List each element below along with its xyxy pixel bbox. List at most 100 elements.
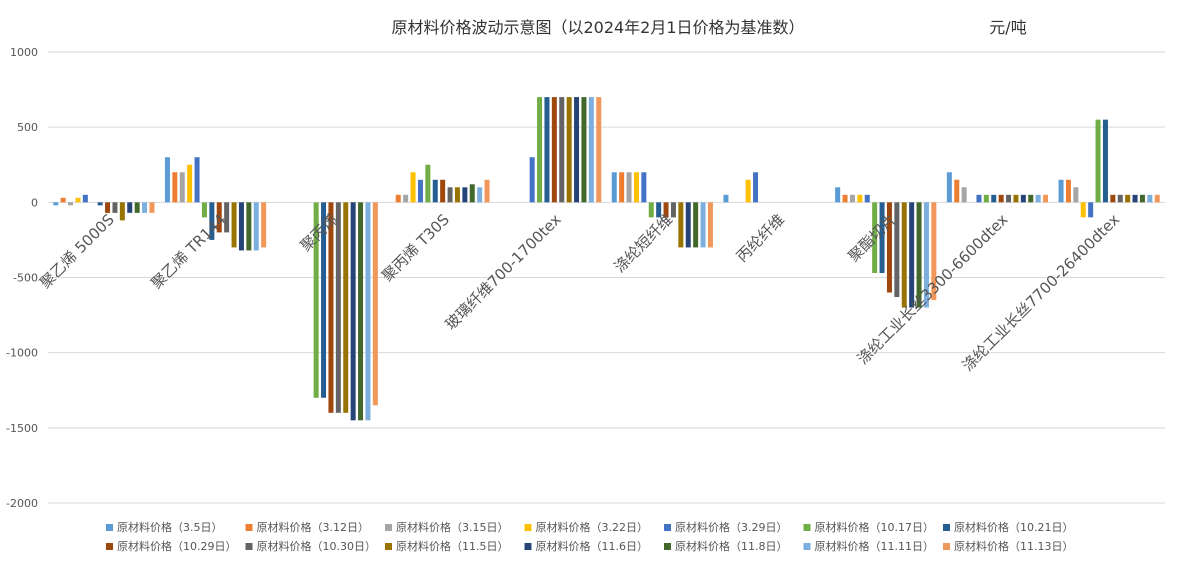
bar	[596, 97, 602, 203]
bar	[1020, 194, 1026, 203]
bar	[1117, 194, 1123, 203]
bar	[60, 197, 66, 203]
bar	[246, 202, 252, 251]
bar	[1065, 179, 1071, 203]
bar	[105, 202, 111, 213]
y-tick-label: -2000	[6, 497, 38, 510]
category-label: 聚乙烯 5000S	[36, 210, 118, 292]
legend-swatch	[943, 524, 950, 531]
bar	[142, 202, 148, 213]
bar	[440, 179, 446, 203]
bar	[447, 187, 453, 203]
bar	[238, 202, 244, 251]
bar	[1073, 187, 1079, 203]
bar	[53, 202, 59, 206]
bar	[358, 202, 364, 421]
legend-swatch	[106, 524, 113, 531]
bar	[1147, 194, 1153, 203]
bar	[1132, 194, 1138, 203]
bar	[1006, 194, 1012, 203]
bar	[410, 172, 416, 203]
bar	[1095, 119, 1101, 203]
bar	[187, 164, 193, 203]
bar	[253, 202, 259, 251]
y-tick-label: 500	[17, 121, 38, 134]
legend-swatch	[245, 524, 253, 531]
category-labels: 聚乙烯 5000S 聚乙烯 TR144 聚丙烯 聚丙烯 T30S玻璃纤维700-170…	[36, 210, 1123, 375]
bar	[857, 194, 863, 203]
bar	[998, 194, 1004, 203]
y-tick-label: 0	[31, 196, 38, 209]
bar	[886, 202, 892, 293]
legend-swatch	[524, 543, 532, 550]
bar	[656, 202, 662, 218]
bar	[454, 187, 460, 203]
bar	[119, 202, 125, 221]
legend-entry: 原材料价格（3.22日）	[536, 520, 649, 534]
bar	[835, 187, 841, 203]
bar	[976, 194, 982, 203]
bar	[626, 172, 632, 203]
legend-entry: 原材料价格（11.13日）	[954, 539, 1074, 553]
bar	[134, 202, 140, 213]
legend-swatch	[385, 524, 392, 531]
category-label: 玻璃纤维700-1700tex	[442, 210, 565, 333]
bar	[350, 202, 356, 421]
bar	[685, 202, 691, 248]
bar	[633, 172, 639, 203]
bar	[1110, 194, 1116, 203]
bar	[879, 202, 885, 273]
legend-swatch	[943, 543, 950, 550]
bar	[909, 202, 915, 308]
bar	[1139, 194, 1145, 203]
category-label: 丙纶纤维	[733, 210, 788, 265]
bar	[1028, 194, 1034, 203]
bar	[916, 202, 922, 308]
bar	[97, 202, 103, 206]
bar	[670, 202, 676, 218]
bar	[991, 194, 997, 203]
bar	[216, 202, 222, 233]
legend-entry: 原材料价格（3.12日）	[257, 520, 370, 534]
bar	[954, 179, 960, 203]
legend-entry: 原材料价格（3.15日）	[396, 520, 509, 534]
bar	[1088, 202, 1094, 218]
chart-title: 原材料价格波动示意图（以2024年2月1日价格为基准数）	[391, 18, 804, 37]
bar	[1102, 119, 1108, 203]
bar	[894, 202, 900, 298]
bar	[462, 187, 468, 203]
bar	[469, 184, 475, 203]
bar	[529, 157, 535, 203]
bar	[641, 172, 647, 203]
bar	[946, 172, 952, 203]
bar	[425, 164, 431, 203]
legend-entry: 原材料价格（11.8日）	[675, 539, 788, 553]
bar	[172, 172, 178, 203]
bar	[1080, 202, 1086, 218]
bar	[261, 202, 267, 248]
bar	[179, 172, 185, 203]
bar	[693, 202, 699, 248]
bar	[365, 202, 371, 421]
bar	[559, 97, 565, 203]
bar	[75, 197, 81, 203]
bar	[745, 179, 751, 203]
legend-entry: 原材料价格（3.29日）	[675, 520, 788, 534]
legend-swatch	[664, 543, 671, 550]
bar	[417, 179, 423, 203]
bar	[619, 172, 625, 203]
bar	[1154, 194, 1160, 203]
y-tick-label: -1000	[6, 347, 38, 360]
bar	[1043, 194, 1049, 203]
category-label: 聚丙烯 T30S	[378, 210, 453, 285]
legend-swatch	[385, 543, 392, 550]
bar	[983, 194, 989, 203]
bar	[931, 202, 937, 301]
bar	[723, 194, 729, 203]
bar	[581, 97, 587, 203]
bar	[611, 172, 617, 203]
bar	[1013, 194, 1019, 203]
bar	[335, 202, 341, 413]
